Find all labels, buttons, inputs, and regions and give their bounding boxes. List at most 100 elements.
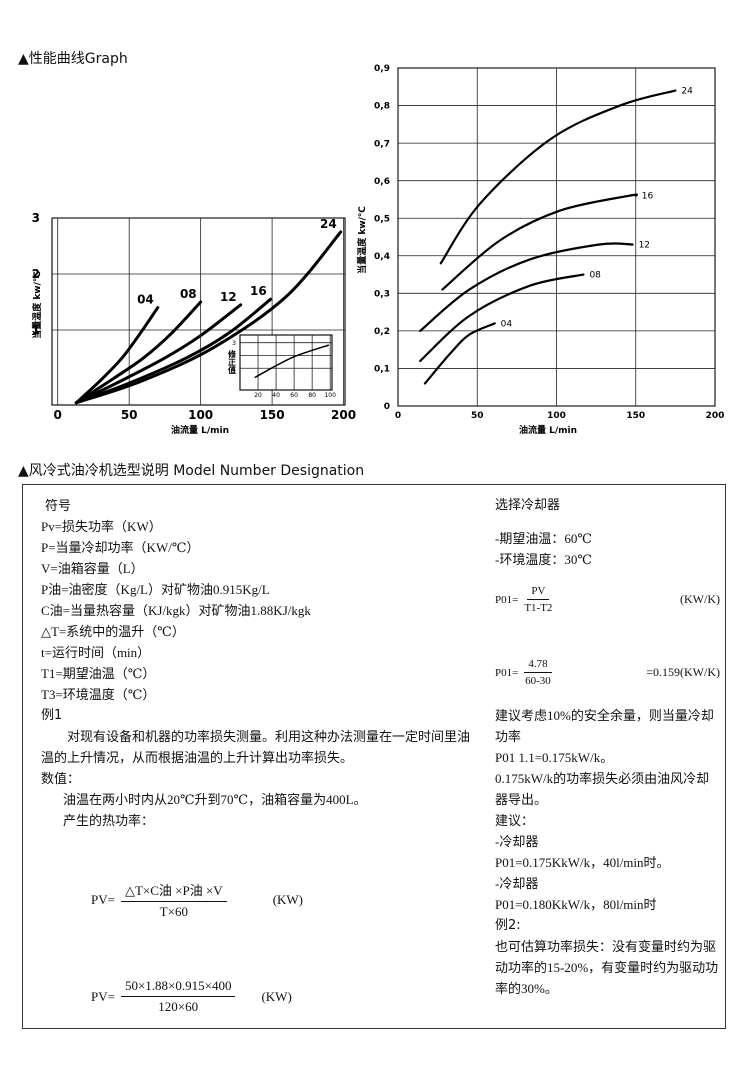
fraction: 50×1.88×0.915×400 120×60 [120, 978, 236, 1015]
right-column: 选择冷却器 -期望油温：60℃ -环境温度：30℃ [495, 495, 720, 570]
formula-unit: (KW) [261, 988, 292, 1004]
paragraph: 对现有设备和机器的功率损失测量。利用这种办法测量在一定时间里油温的上升情况，从而… [41, 729, 471, 765]
heading: 符号 [45, 498, 72, 513]
formula: PV= 50×1.88×0.915×400 120×60 (KW) [91, 978, 292, 1015]
series-line [441, 193, 639, 291]
formula-result: =0.159(KW/K) [646, 665, 720, 679]
series-label: 16 [642, 192, 654, 202]
x-tick-label: 200 [331, 408, 356, 422]
formula: PV= △T×C油 ×P油 ×V T×60 (KW) [91, 880, 303, 920]
note: 0.175kW/k的功率损失必须由油风冷却器导出。 [495, 771, 710, 807]
definition: T3=环境温度（℃） [41, 687, 156, 702]
series-line [74, 306, 160, 405]
fraction: PV T1-T2 [524, 585, 552, 614]
x-tick-label: 20 [254, 392, 262, 399]
note: -冷却器 [495, 876, 539, 891]
chart: 0 50 100 150 200 0 0,1 0,2 0,3 0,4 0,5 0,6 0,7 0,8 0,9… [356, 64, 724, 436]
numerator: 4.78 [524, 658, 552, 673]
series-label: 24 [681, 87, 693, 97]
y-tick-label: 0,9 [374, 64, 390, 74]
paragraph: 油温在两小时内从20℃升到70℃，油箱容量为400L。 [63, 792, 367, 807]
condition: -环境温度：30℃ [495, 552, 592, 567]
plot-frame [239, 334, 333, 391]
y-axis-label: 当量温度 kw/℃ [356, 206, 368, 274]
x-tick-label: 0 [395, 411, 401, 421]
definition: t=运行时间（min） [41, 645, 151, 660]
y-axis-label: 当量温度 kw/℃ [31, 271, 43, 339]
formula-lhs: PV= [91, 892, 115, 907]
formula: P01= PV T1-T2 (KW/K) [495, 585, 720, 614]
series-line [74, 230, 343, 405]
x-tick-label: 100 [547, 411, 566, 421]
definition: C油=当量热容量（KJ/kgk）对矿物油1.88KJ/kgk [41, 603, 311, 618]
left-column: 符号 Pv=损失功率（KW） P=当量冷却功率（KW/℃） V=油箱容量（L） … [41, 495, 481, 831]
series-line [439, 89, 677, 265]
series-line [419, 242, 634, 332]
series-line [254, 344, 330, 378]
y-tick-label: 0,2 [374, 327, 390, 337]
denominator: T×60 [159, 904, 188, 919]
formula: P01= 4.78 60-30 =0.159(KW/K) [495, 658, 720, 687]
numerator: 50×1.88×0.915×400 [120, 978, 236, 997]
note: 建议： [495, 813, 535, 828]
series-line [423, 322, 496, 385]
series-line [74, 300, 203, 405]
y-axis-label: 修正值 [227, 349, 237, 375]
series-label: 04 [501, 319, 513, 329]
numerator: PV [527, 585, 550, 600]
denominator: 120×60 [158, 999, 199, 1014]
series-line [74, 297, 273, 405]
note: P01=0.180KkW/k，80l/min时 [495, 897, 657, 912]
example-title: 例1 [41, 708, 63, 723]
x-tick-label: 100 [188, 408, 213, 422]
x-tick-label: 100 [324, 392, 336, 399]
x-tick-label: 150 [260, 408, 285, 422]
formula-lhs: PV= [91, 988, 115, 1004]
right-column-notes: 建议考虑10%的安全余量，则当量冷却功率 P01 1.1=0.175kW/k。 … [495, 705, 720, 999]
x-axis-label: 油流量 L/min [519, 424, 577, 436]
y-tick-label: 3 [232, 340, 236, 347]
formula-unit: (KW) [272, 892, 304, 907]
formula-lhs: P01= [495, 593, 519, 606]
denominator: 60-30 [525, 675, 551, 687]
x-tick-label: 0 [54, 408, 62, 422]
series-label: 08 [589, 271, 601, 281]
definition: P=当量冷却功率（KW/℃） [41, 540, 200, 555]
x-tick-label: 40 [272, 392, 280, 399]
condition: -期望油温：60℃ [495, 531, 592, 546]
y-tick-label: 0,8 [374, 102, 390, 112]
x-tick-label: 60 [290, 392, 298, 399]
fraction: △T×C油 ×P油 ×V T×60 [120, 880, 227, 920]
x-tick-label: 80 [308, 392, 316, 399]
y-tick-label: 1 [32, 323, 40, 337]
formula-unit: (KW/K) [680, 592, 720, 606]
definition: V=油箱容量（L） [41, 561, 144, 576]
x-tick-label: 50 [121, 408, 138, 422]
section-title: ▲性能曲线Graph [18, 51, 128, 67]
chart: 20 40 60 80 100 1 2 3 修正值 [227, 334, 336, 399]
y-tick-label: 0 [384, 402, 390, 412]
y-tick-label: 0,7 [374, 139, 390, 149]
definition: △T=系统中的温升（℃） [41, 624, 185, 639]
example-text: 也可估算功率损失：没有变量时约为驱动功率的15-20%，有变量时约为驱动功率的3… [495, 939, 719, 996]
designation-box: 符号 Pv=损失功率（KW） P=当量冷却功率（KW/℃） V=油箱容量（L） … [22, 484, 726, 1029]
numerator: △T×C油 ×P油 ×V [120, 880, 227, 902]
x-tick-label: 150 [626, 411, 645, 421]
y-tick-label: 0,1 [374, 365, 390, 375]
y-tick-label: 2 [232, 353, 236, 360]
heading: 选择冷却器 [495, 498, 561, 513]
y-tick-label: 0,6 [374, 177, 390, 187]
example-title: 例2: [495, 918, 521, 933]
fraction: 4.78 60-30 [524, 658, 552, 687]
series-line [74, 303, 243, 405]
y-tick-label: 0,4 [374, 252, 390, 262]
note: -冷却器 [495, 834, 539, 849]
section-title: ▲风冷式油冷机选型说明 Model Number Designation [18, 463, 365, 479]
paragraph: 数值： [41, 771, 81, 786]
series-label: 12 [220, 290, 237, 304]
x-tick-label: 200 [706, 411, 725, 421]
note: P01=0.175KkW/k，40l/min时。 [495, 855, 670, 870]
